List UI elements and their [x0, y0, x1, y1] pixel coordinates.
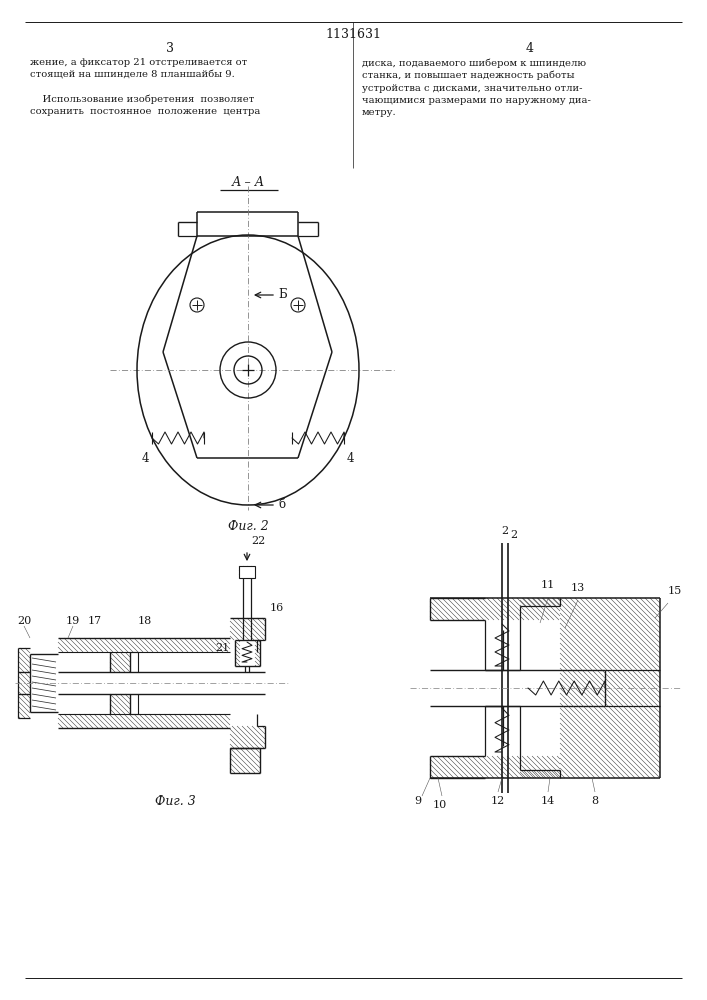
- Text: 11: 11: [541, 580, 555, 590]
- Text: 21: 21: [215, 643, 229, 653]
- Text: 10: 10: [433, 800, 447, 810]
- Text: 19: 19: [66, 616, 80, 626]
- Text: Б: Б: [278, 288, 287, 302]
- Text: 16: 16: [270, 603, 284, 613]
- Text: 14: 14: [541, 796, 555, 806]
- Text: 17: 17: [88, 616, 102, 626]
- Text: б: б: [278, 498, 285, 512]
- Text: 20: 20: [17, 616, 31, 626]
- Text: 1131631: 1131631: [325, 28, 381, 41]
- Text: 4: 4: [526, 41, 534, 54]
- Text: 3: 3: [166, 41, 174, 54]
- Text: 4: 4: [346, 452, 354, 465]
- Text: Фиг. 2: Фиг. 2: [228, 520, 269, 533]
- Text: А – А: А – А: [231, 176, 264, 190]
- Text: 12: 12: [491, 796, 505, 806]
- Text: 2: 2: [510, 530, 517, 540]
- Text: 2: 2: [501, 526, 508, 536]
- Text: 4: 4: [141, 452, 148, 465]
- Text: Фиг. 3: Фиг. 3: [155, 795, 195, 808]
- Text: 18: 18: [138, 616, 152, 626]
- Bar: [239, 566, 255, 578]
- Text: 15: 15: [668, 586, 682, 596]
- Text: 13: 13: [571, 583, 585, 593]
- Text: 9: 9: [414, 796, 421, 806]
- Text: 22: 22: [251, 536, 265, 546]
- Text: диска, подаваемого шибером к шпинделю
станка, и повышает надежность работы
устро: диска, подаваемого шибером к шпинделю ст…: [362, 58, 591, 117]
- Text: жение, а фиксатор 21 отстреливается от
стоящей на шпинделе 8 планшайбы 9.

    И: жение, а фиксатор 21 отстреливается от с…: [30, 58, 260, 116]
- Text: 8: 8: [592, 796, 599, 806]
